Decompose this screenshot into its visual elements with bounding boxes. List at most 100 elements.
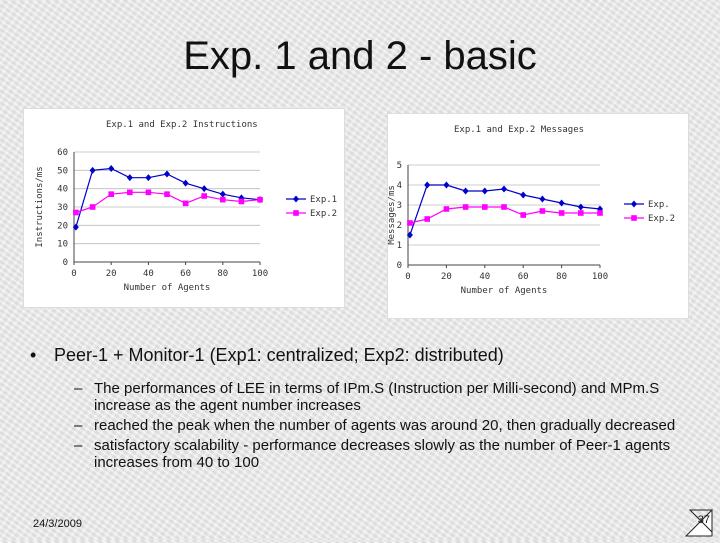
data-point [481, 187, 488, 195]
y-axis-label: Instructions/ms [35, 166, 45, 247]
data-point [182, 179, 189, 187]
y-tick-label: 30 [57, 203, 68, 213]
instructions-chart: Exp.1 and Exp.2 Instructions 0 10 20 30 40 50 6… [24, 109, 344, 307]
data-point [145, 189, 152, 196]
sub-bullet-item: – reached the peak when the number of ag… [74, 417, 700, 434]
data-point [257, 196, 263, 203]
data-point [145, 174, 152, 182]
data-point [182, 200, 189, 207]
x-tick-label: 100 [592, 272, 608, 282]
data-point [424, 181, 431, 189]
legend-label: Exp.1 [310, 195, 337, 205]
x-tick-label: 100 [252, 269, 268, 279]
data-point [89, 166, 96, 174]
data-point [220, 196, 226, 203]
data-point [201, 193, 207, 199]
data-point [443, 181, 450, 189]
y-tick-label: 40 [57, 185, 68, 195]
data-point [443, 206, 450, 212]
sub-bullet-item: – satisfactory scalability - performance… [74, 437, 700, 471]
y-tick-label: 20 [57, 221, 68, 231]
data-point [558, 199, 565, 207]
data-point [577, 203, 584, 211]
chart-title: Exp.1 and Exp.2 Messages [454, 125, 584, 135]
data-point [164, 170, 170, 178]
data-point [462, 204, 469, 210]
data-point [89, 204, 96, 210]
chart-title: Exp.1 and Exp.2 Instructions [106, 120, 258, 130]
data-point [126, 174, 133, 182]
sub-bullet-item: – The performances of LEE in terms of IP… [74, 380, 700, 414]
x-axis-label: Number of Agents [124, 283, 211, 293]
data-point [558, 210, 565, 216]
x-tick-label: 40 [479, 272, 490, 282]
y-tick-label: 10 [57, 240, 68, 250]
bullet-mark: • [30, 345, 37, 365]
sub-bullet-text: satisfactory scalability - performance d… [94, 437, 671, 471]
legend-label: Exp.2 [648, 214, 675, 224]
data-point [108, 191, 114, 197]
y-tick-label: 1 [397, 241, 402, 251]
instructions-chart-svg: Exp.1 and Exp.2 Instructions 0 10 20 30 40 50 6… [35, 120, 337, 293]
y-tick-label: 3 [397, 201, 402, 211]
x-tick-label: 60 [518, 272, 529, 282]
sub-bullet-list: – The performances of LEE in terms of IP… [74, 380, 700, 471]
legend-marker [631, 200, 637, 208]
data-point [520, 212, 526, 218]
legend-label: Exp. [648, 200, 670, 210]
bullet-main-text: Peer-1 + Monitor-1 (Exp1: centralized; E… [54, 345, 504, 365]
x-tick-label: 0 [71, 269, 76, 279]
page-number-badge: 37 [684, 508, 714, 538]
y-tick-label: 0 [397, 261, 402, 271]
legend-marker [293, 195, 299, 203]
x-tick-label: 80 [556, 272, 567, 282]
x-tick-label: 60 [180, 269, 191, 279]
page-number: 37 [697, 514, 710, 526]
bullet-main: • Peer-1 + Monitor-1 (Exp1: centralized;… [30, 345, 700, 366]
y-tick-label: 0 [63, 258, 68, 268]
legend-marker [293, 210, 299, 216]
x-tick-label: 80 [217, 269, 228, 279]
y-axis-label: Messages/ms [388, 185, 397, 245]
sub-bullet-dash: – [74, 380, 83, 397]
y-tick-label: 5 [397, 161, 402, 171]
series-line [409, 184, 601, 236]
legend-label: Exp.2 [310, 209, 337, 219]
data-point [462, 187, 469, 195]
messages-chart: Exp.1 and Exp.2 Messages 0 1 2 3 4 5 0 20 40 60 80 1… [388, 114, 688, 318]
bullet-list: • Peer-1 + Monitor-1 (Exp1: centralized;… [30, 345, 700, 474]
data-point [164, 191, 170, 197]
data-point [578, 210, 584, 216]
data-point [201, 185, 208, 193]
data-point [406, 231, 413, 239]
data-point [238, 198, 245, 205]
sub-bullet-dash: – [74, 437, 83, 454]
slide-title: Exp. 1 and 2 - basic [183, 34, 537, 78]
data-point [407, 220, 413, 226]
page-corner-icon [684, 508, 713, 537]
data-point [501, 185, 507, 193]
data-point [238, 194, 245, 202]
messages-chart-svg: Exp.1 and Exp.2 Messages 0 1 2 3 4 5 0 20 40 60 80 1… [388, 125, 675, 296]
data-point [127, 189, 133, 196]
y-tick-label: 50 [57, 166, 68, 176]
data-point [520, 191, 527, 199]
data-point [72, 223, 79, 231]
y-tick-label: 60 [57, 148, 68, 158]
x-axis-label: Number of Agents [461, 286, 548, 296]
sub-bullet-dash: – [74, 417, 83, 434]
data-point [501, 204, 507, 210]
footer-date: 24/3/2009 [33, 518, 82, 530]
x-tick-label: 20 [441, 272, 452, 282]
x-tick-label: 40 [143, 269, 154, 279]
data-point [73, 209, 79, 216]
data-point [219, 190, 226, 198]
y-tick-label: 4 [397, 181, 402, 191]
legend-marker [631, 215, 637, 221]
series-line [75, 167, 261, 228]
x-tick-label: 20 [106, 269, 117, 279]
data-point [424, 216, 430, 222]
sub-bullet-text: The performances of LEE in terms of IPm.… [94, 380, 660, 414]
data-point [597, 210, 603, 216]
x-tick-label: 0 [405, 272, 410, 282]
